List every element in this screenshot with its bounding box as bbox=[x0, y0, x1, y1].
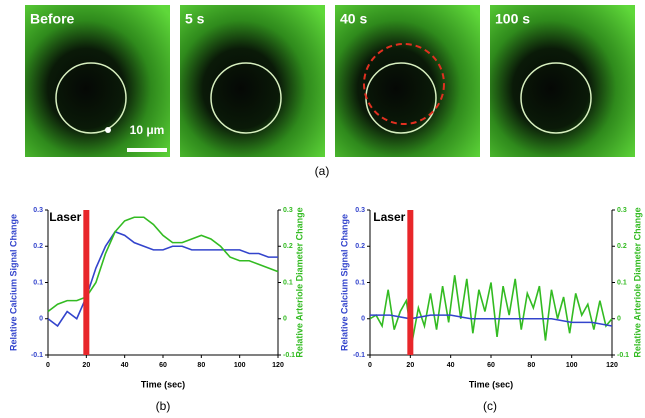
y-tick-label: 0.2 bbox=[355, 243, 365, 250]
roi-circle bbox=[520, 62, 592, 134]
dilation-circle bbox=[363, 43, 445, 125]
x-axis-label: Time (sec) bbox=[469, 379, 513, 389]
y-tick-label: 0 bbox=[361, 316, 365, 323]
y-tick-label: 0.3 bbox=[33, 207, 43, 214]
y-tick-label: 0 bbox=[39, 316, 43, 323]
data-line bbox=[47, 216, 279, 313]
y2-axis-label: Relative Arteriole Diameter Change bbox=[632, 207, 642, 357]
y2-tick-label: -0.1 bbox=[617, 352, 629, 359]
data-line bbox=[370, 314, 613, 327]
x-tick-label: 120 bbox=[272, 362, 284, 369]
image-label: Before bbox=[30, 11, 75, 27]
y2-tick-label: 0.3 bbox=[617, 207, 627, 214]
y-axis-label: Relative Calcium Signal Change bbox=[8, 214, 18, 351]
y-tick-label: 0.1 bbox=[355, 279, 365, 286]
micrograph bbox=[490, 5, 635, 157]
y2-tick-label: 0.2 bbox=[283, 243, 293, 250]
x-tick-label: 0 bbox=[368, 362, 372, 369]
annotation: Laser bbox=[373, 210, 405, 224]
y-tick-label: 0.1 bbox=[33, 279, 43, 286]
x-tick-label: 80 bbox=[197, 362, 205, 369]
data-line bbox=[47, 230, 278, 328]
roi-circle bbox=[55, 62, 127, 134]
x-tick-label: 60 bbox=[487, 362, 495, 369]
y-tick-label: -0.1 bbox=[353, 352, 365, 359]
panel-label: (b) bbox=[156, 399, 171, 413]
y2-tick-label: 0.2 bbox=[617, 243, 627, 250]
x-tick-label: 120 bbox=[606, 362, 618, 369]
y-axis-label: Relative Calcium Signal Change bbox=[339, 214, 349, 351]
scale-label: 10 μm bbox=[130, 123, 165, 137]
y2-tick-label: 0.1 bbox=[617, 279, 627, 286]
roi-circle bbox=[210, 62, 282, 134]
x-tick-label: 80 bbox=[527, 362, 535, 369]
laser-bar bbox=[407, 210, 414, 355]
x-tick-label: 20 bbox=[406, 362, 414, 369]
image-label: 5 s bbox=[185, 11, 205, 27]
marker-dot bbox=[105, 127, 111, 133]
y2-tick-label: 0 bbox=[617, 316, 621, 323]
laser-bar bbox=[83, 210, 90, 355]
micrograph bbox=[180, 5, 325, 157]
micrograph bbox=[335, 5, 480, 157]
x-axis-label: Time (sec) bbox=[141, 379, 185, 389]
x-tick-label: 100 bbox=[234, 362, 246, 369]
micrograph bbox=[25, 5, 170, 157]
x-tick-label: 20 bbox=[82, 362, 90, 369]
y-tick-label: 0.2 bbox=[33, 243, 43, 250]
x-tick-label: 40 bbox=[121, 362, 129, 369]
y2-tick-label: 0.3 bbox=[283, 207, 293, 214]
panel-label: (c) bbox=[483, 399, 497, 413]
x-tick-label: 0 bbox=[46, 362, 50, 369]
image-label: 40 s bbox=[340, 11, 367, 27]
panel-label: (a) bbox=[315, 164, 330, 178]
y2-axis-label: Relative Arteriole Diameter Change bbox=[294, 207, 304, 357]
x-tick-label: 40 bbox=[447, 362, 455, 369]
annotation: Laser bbox=[49, 210, 81, 224]
y2-tick-label: -0.1 bbox=[283, 352, 295, 359]
x-tick-label: 100 bbox=[566, 362, 578, 369]
y-tick-label: 0.3 bbox=[355, 207, 365, 214]
y2-tick-label: 0.1 bbox=[283, 279, 293, 286]
x-tick-label: 60 bbox=[159, 362, 167, 369]
image-label: 100 s bbox=[495, 11, 530, 27]
image-panel: 10 μm Before 5 s 40 s 100 s bbox=[25, 5, 635, 157]
y2-tick-label: 0 bbox=[283, 316, 287, 323]
data-line bbox=[369, 275, 613, 341]
y-tick-label: -0.1 bbox=[31, 352, 43, 359]
